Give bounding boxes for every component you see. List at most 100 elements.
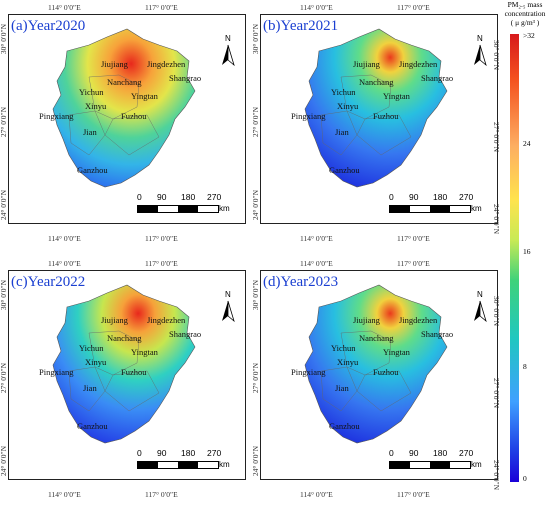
map-panel-2020: 114° 0′0″E 117° 0′0″E 30° 0′0″N 27° 0′0″… [0,0,248,250]
city-yingtan: Yingtan [131,347,158,357]
right-tick-24-top: 24° 0′0″N [492,204,501,235]
right-tick-27-top: 27° 0′0″N [492,122,501,153]
top-tick-114: 114° 0′0″E [300,259,333,268]
colorbar-legend: PM₂.₅ mass concentration ( μ g/m³ ) >32 … [505,0,550,490]
city-fuzhou: Fuzhou [373,367,399,377]
city-nanchang: Nanchang [107,77,142,87]
legend-tick-max: >32 [523,31,535,40]
legend-tick-24: 24 [523,139,531,148]
left-tick-24: 24° 0′0″N [251,190,260,221]
top-tick-117: 117° 0′0″E [145,259,178,268]
left-tick-27: 27° 0′0″N [0,107,8,138]
top-tick-114: 114° 0′0″E [48,3,81,12]
city-yichun: Yichun [331,87,356,97]
left-tick-27: 27° 0′0″N [251,363,260,394]
top-tick-117: 117° 0′0″E [145,3,178,12]
city-yingtan: Yingtan [383,91,410,101]
bottom-tick-114: 114° 0′0″E [300,234,333,243]
left-tick-30: 30° 0′0″N [0,280,8,311]
legend-tick-0: 0 [523,474,527,483]
north-arrow-icon: N [469,290,491,327]
city-pingxiang: Pingxiang [39,367,74,377]
map-frame: (d)Year2023 N Jiujiang Jingdezhen Nancha… [260,270,498,480]
legend-tick-16: 16 [523,247,531,256]
map-panel-2023: 114° 0′0″E 117° 0′0″E 30° 0′0″N 27° 0′0″… [251,256,500,506]
city-jingdezhen: Jingdezhen [399,315,438,325]
city-jiujiang: Jiujiang [101,59,128,69]
left-tick-30: 30° 0′0″N [251,24,260,55]
north-arrow-icon: N [217,290,239,327]
city-xinyu: Xinyu [337,357,359,367]
city-ganzhou: Ganzhou [329,421,360,431]
city-xinyu: Xinyu [85,357,107,367]
colorbar-gradient [510,34,519,482]
city-shangrao: Shangrao [169,73,202,83]
right-tick-27-bot: 27° 0′0″N [492,378,501,409]
province-map [304,284,448,444]
panel-title: (b)Year2021 [263,18,339,34]
city-pingxiang: Pingxiang [39,111,74,121]
city-xinyu: Xinyu [85,101,107,111]
left-tick-24: 24° 0′0″N [0,190,8,221]
city-yichun: Yichun [331,343,356,353]
left-tick-30: 30° 0′0″N [0,24,8,55]
city-jingdezhen: Jingdezhen [399,59,438,69]
left-tick-27: 27° 0′0″N [0,363,8,394]
city-jiujiang: Jiujiang [353,59,380,69]
panel-title: (d)Year2023 [263,274,339,290]
left-tick-27: 27° 0′0″N [251,107,260,138]
panel-title: (c)Year2022 [11,274,86,290]
bottom-tick-114: 114° 0′0″E [48,490,81,499]
city-nanchang: Nanchang [359,77,394,87]
panel-title: (a)Year2020 [11,18,86,34]
legend-title: PM₂.₅ mass concentration ( μ g/m³ ) [504,0,546,27]
legend-tick-8: 8 [523,362,527,371]
city-pingxiang: Pingxiang [291,367,326,377]
city-jingdezhen: Jingdezhen [147,59,186,69]
map-panel-2021: 114° 0′0″E 117° 0′0″E 30° 0′0″N 27° 0′0″… [251,0,500,250]
map-panel-2022: 114° 0′0″E 117° 0′0″E 30° 0′0″N 27° 0′0″… [0,256,248,506]
city-jian: Jian [335,127,349,137]
city-yingtan: Yingtan [131,91,158,101]
city-shangrao: Shangrao [421,329,454,339]
map-frame: (c)Year2022 N Jiujiang Jingdezhen Nancha… [8,270,246,480]
city-yichun: Yichun [79,343,104,353]
right-tick-24-bot: 24° 0′0″N [492,460,501,491]
city-shangrao: Shangrao [169,329,202,339]
city-jian: Jian [83,383,97,393]
city-fuzhou: Fuzhou [121,367,147,377]
map-frame: (b)Year2021 N Jiujiang Jingdezhen Nancha… [260,14,498,224]
province-map [304,28,448,188]
province-map [52,284,196,444]
city-jingdezhen: Jingdezhen [147,315,186,325]
top-tick-117: 117° 0′0″E [397,259,430,268]
city-nanchang: Nanchang [107,333,142,343]
city-jiujiang: Jiujiang [101,315,128,325]
scale-bar: 0 90 180 270 km [389,448,482,469]
bottom-tick-117: 117° 0′0″E [397,234,430,243]
bottom-tick-117: 117° 0′0″E [145,490,178,499]
scale-bar: 0 90 180 270 km [137,192,230,213]
top-tick-117: 117° 0′0″E [397,3,430,12]
city-ganzhou: Ganzhou [77,421,108,431]
city-ganzhou: Ganzhou [77,165,108,175]
top-tick-114: 114° 0′0″E [48,259,81,268]
city-xinyu: Xinyu [337,101,359,111]
city-jian: Jian [335,383,349,393]
city-jian: Jian [83,127,97,137]
city-pingxiang: Pingxiang [291,111,326,121]
left-tick-24: 24° 0′0″N [251,446,260,477]
bottom-tick-117: 117° 0′0″E [397,490,430,499]
scale-bar: 0 90 180 270 km [137,448,230,469]
bottom-tick-117: 117° 0′0″E [145,234,178,243]
city-fuzhou: Fuzhou [373,111,399,121]
right-tick-30-top: 30° 0′0″N [492,40,501,71]
top-tick-114: 114° 0′0″E [300,3,333,12]
city-shangrao: Shangrao [421,73,454,83]
north-arrow-icon: N [217,34,239,71]
left-tick-24: 24° 0′0″N [0,446,8,477]
north-arrow-icon: N [469,34,491,71]
left-tick-30: 30° 0′0″N [251,280,260,311]
city-jiujiang: Jiujiang [353,315,380,325]
province-map [52,28,196,188]
